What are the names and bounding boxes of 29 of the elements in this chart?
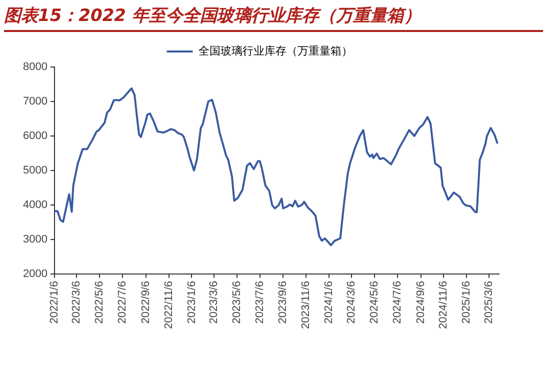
x-tick-label: 2023/5/6 [230,280,243,324]
x-tick-label: 2024/11/6 [438,280,450,330]
y-tick-label: 4000 [22,198,48,211]
x-tick-label: 2022/1/6 [48,280,60,324]
x-tick-label: 2022/7/6 [116,280,129,324]
y-tick-label: 7000 [22,96,48,108]
x-tick-label: 2023/9/6 [277,280,290,324]
y-tick-label: 8000 [22,61,48,74]
x-tick-label: 2024/7/6 [391,280,404,324]
y-tick-label: 5000 [22,164,48,176]
x-tick-label: 2022/11/6 [162,280,175,330]
x-tick-label: 2023/11/6 [300,280,312,330]
x-tick-label: 2024/9/6 [414,280,427,324]
x-tick-label: 2025/3/6 [482,280,495,324]
x-tick-label: 2023/1/6 [186,280,198,324]
x-tick-label: 2024/3/6 [346,280,358,324]
x-tick-label: 2023/3/6 [208,280,220,324]
x-tick-label: 2023/7/6 [254,280,266,324]
y-tick-label: 6000 [22,130,48,142]
legend-label: 全国玻璃行业库存（万重量箱） [198,44,352,58]
x-tick-label: 2024/1/6 [323,280,336,324]
chart-title: 图表15：2022 年至今全国玻璃行业库存（万重量箱） [4,4,543,32]
x-tick-label: 2022/3/6 [70,280,83,324]
x-tick-label: 2022/9/6 [140,280,152,324]
y-tick-label: 3000 [22,233,48,246]
x-tick-label: 2022/5/6 [94,280,106,324]
x-tick-label: 2024/5/6 [368,280,381,324]
y-tick-label: 2000 [22,268,48,280]
x-tick-label: 2025/1/6 [460,280,473,324]
